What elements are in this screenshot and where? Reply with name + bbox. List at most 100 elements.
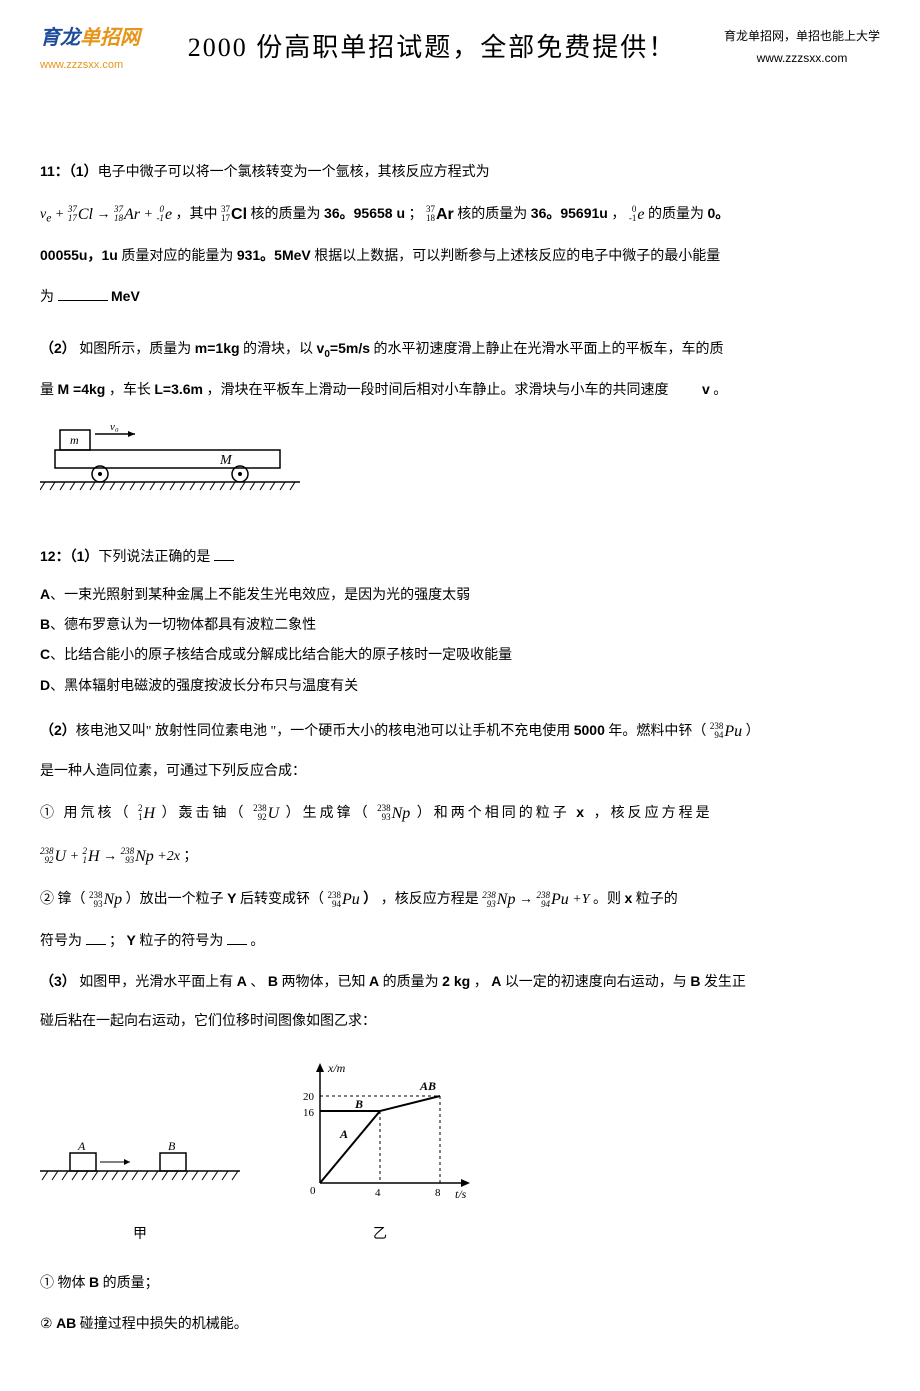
q12-p2a: 核电池又叫 [76, 724, 146, 739]
q12-eq1: 23892U + 21H → 23893Np +2x ； [40, 839, 880, 874]
option-c: C、比结合能小的原子核结合成或分解成比结合能大的原子核时一定吸收能量 [40, 642, 880, 668]
figure-jia: A B 甲 [40, 1118, 240, 1247]
blank-y [227, 931, 247, 945]
svg-text:M: M [219, 453, 233, 468]
question-12: 12：（1）下列说法正确的是 A、一束光照射到某种金属上不能发生光电效应，是因为… [40, 541, 880, 1340]
q11-p2e: ，车长 [109, 383, 151, 398]
q11-p2d: 量 [40, 383, 54, 398]
equation-2: 23893Np → 23894Pu +Y [482, 882, 589, 917]
svg-text:8: 8 [435, 1187, 441, 1199]
svg-text:A: A [77, 1139, 86, 1153]
step2-i: ； [109, 934, 123, 949]
q11-t2: ，其中 [176, 206, 218, 221]
step1-x: x [576, 804, 587, 820]
q11-l3d: 根据以上数据，可以判断参与上述核反应的电子中微子的最小能量 [314, 249, 720, 264]
q12-p3-prefix: （3） [40, 973, 76, 989]
q11-p1-text: 电子中微子可以将一个氯核转变为一个氩核，其核反应方程式为 [98, 165, 490, 180]
nuclide-np: 23893Np [377, 796, 410, 831]
q11-p2L: L=3.6m [154, 381, 203, 397]
q11-p2f: ，滑块在平板车上滑动一段时间后相对小车静止。求滑块与小车的共同速度 [207, 383, 669, 398]
eq1-semi: ； [183, 849, 197, 864]
logo-part1: 育龙 [40, 27, 80, 49]
q12-p3sep: 、 [250, 975, 264, 990]
blank-x [86, 931, 106, 945]
step2-h: 符号为 [40, 934, 82, 949]
step2-Y2: Y [127, 932, 136, 948]
question-11: 11：（1）电子中微子可以将一个氯核转变为一个氩核，其核反应方程式为 νe + … [40, 156, 880, 511]
q12-p2c: 年。燃料中钚（ [608, 724, 706, 739]
svg-text:0: 0 [310, 1185, 316, 1197]
page-header: 育龙单招网 www.zzzsxx.com 2000 份高职单招试题，全部免费提供… [40, 20, 880, 76]
q12-p2-prefix: （2） [40, 722, 76, 738]
q12-p2d: ） [746, 724, 760, 739]
svg-text:B: B [168, 1139, 176, 1153]
q11-p2m: m=1kg [195, 340, 240, 356]
step2-a: 镎（ [58, 892, 86, 907]
figures-row: A B 甲 [40, 1058, 880, 1247]
q11-line2: νe + 3717Cl → 3718Ar + 0-1e ，其中 3717Cl 核… [40, 197, 880, 232]
header-title: 2000 份高职单招试题，全部免费提供！ [188, 25, 677, 72]
sub2-AB: AB [56, 1315, 76, 1331]
step2-Y: Y [227, 890, 236, 906]
step2-f: 。则 [593, 892, 621, 907]
q12-p3g: 碰后粘在一起向右运动，它们位移时间图像如图乙求： [40, 1014, 376, 1029]
q12-step1: ① 用氘核（ 21H ）轰击铀（ 23892U ）生成镎（ 23893Np ）和… [40, 796, 880, 831]
step1-a: 用氘核（ [64, 806, 132, 821]
option-d: D、黑体辐射电磁波的强度按波长分布只与温度有关 [40, 673, 880, 699]
svg-text:x/m: x/m [327, 1061, 346, 1075]
q12-p3f: 发生正 [704, 975, 746, 990]
step2-g: 粒子的 [636, 892, 678, 907]
nuclide-ar: 3718Ar [426, 197, 454, 232]
q12-p2b: "，一个硬币大小的核电池可以让手机不充电使用 [271, 724, 571, 739]
option-a: A、一束光照射到某种金属上不能发生光电效应，是因为光的强度太弱 [40, 582, 880, 608]
step1-d: ）和两个相同的粒子 [417, 806, 570, 821]
nuclide-e: 0-1e [629, 197, 645, 232]
svg-text:AB: AB [419, 1079, 436, 1093]
q12-p3A: A [237, 973, 247, 989]
blank-answer [214, 547, 234, 561]
xt-graph-svg: x/m t/s 20 16 0 4 8 A B AB [280, 1058, 480, 1208]
q12-p1-prefix: （1） [70, 548, 99, 564]
step2-x2: x [624, 890, 632, 906]
q12-p3a: 如图甲，光滑水平面上有 [79, 975, 233, 990]
header-right-url: www.zzzsxx.com [724, 48, 880, 70]
q12-sub2: ② AB 碰撞过程中损失的机械能。 [40, 1308, 880, 1341]
step2-num: ② [40, 892, 54, 907]
q12-p2-line1: （2）核电池又叫" 放射性同位素电池 "，一个硬币大小的核电池可以让手机不充电使… [40, 714, 880, 749]
q12-sub1: ① 物体 B 的质量； [40, 1267, 880, 1300]
q12-p1-text: 下列说法正确的是 [98, 550, 210, 565]
svg-text:t/s: t/s [455, 1187, 467, 1201]
nuclide-pu2: 23894Pu [328, 882, 360, 917]
step1-c: ）生成镎（ [286, 806, 371, 821]
nuclide-u: 23892U [253, 796, 279, 831]
step1-num: ① [40, 806, 57, 821]
blank-energy [58, 287, 108, 301]
header-right-text: 育龙单招网，单招也能上大学 [724, 26, 880, 48]
q12-p3d: ， [474, 975, 488, 990]
q11-line1: 11：（1）电子中微子可以将一个氯核转变为一个氩核，其核反应方程式为 [40, 156, 880, 189]
q11-p2-line1: （2） 如图所示，质量为 m=1kg 的滑块，以 v0=5m/s 的水平初速度滑… [40, 333, 880, 366]
q11-p2a: 如图所示，质量为 [79, 342, 191, 357]
q12-step2b: 符号为 ； Y 粒子的符号为 。 [40, 925, 880, 958]
q12-p2e: 是一种人造同位素，可通过下列反应合成： [40, 764, 306, 779]
sub2-num: ② [40, 1317, 53, 1332]
q12-p3c: 的质量为 [383, 975, 439, 990]
sub1-b: 的质量； [103, 1276, 159, 1291]
q12-p3-line2: 碰后粘在一起向右运动，它们位移时间图像如图乙求： [40, 1007, 880, 1038]
nuclide-h: 21H [138, 796, 155, 831]
q11-t3: 核的质量为 [251, 206, 321, 221]
svg-text:A: A [339, 1127, 348, 1141]
q11-p2g: v [702, 381, 710, 397]
cart-diagram-svg: m v₀ M [40, 422, 300, 502]
q12-p3B2: B [690, 973, 700, 989]
q11-p2c: 的水平初速度滑上静止在光滑水平面上的平板车，车的质 [374, 342, 724, 357]
q12-step2: ② 镎（ 23893Np ）放出一个粒子 Y 后转变成钚（ 23894Pu ） … [40, 882, 880, 917]
q12-p3A2: A [369, 973, 379, 989]
nuclide-cl: 3717Cl [221, 197, 247, 232]
step1-e: ，核反应方程是 [594, 806, 713, 821]
q12-p3-line1: （3） 如图甲，光滑水平面上有 A 、 B 两物体，已知 A 的质量为 2 kg… [40, 966, 880, 999]
q11-t4: ； [409, 206, 423, 221]
logo: 育龙单招网 www.zzzsxx.com [40, 20, 140, 76]
nuclide-pu: 23894Pu [710, 714, 742, 749]
logo-url: www.zzzsxx.com [40, 56, 140, 76]
